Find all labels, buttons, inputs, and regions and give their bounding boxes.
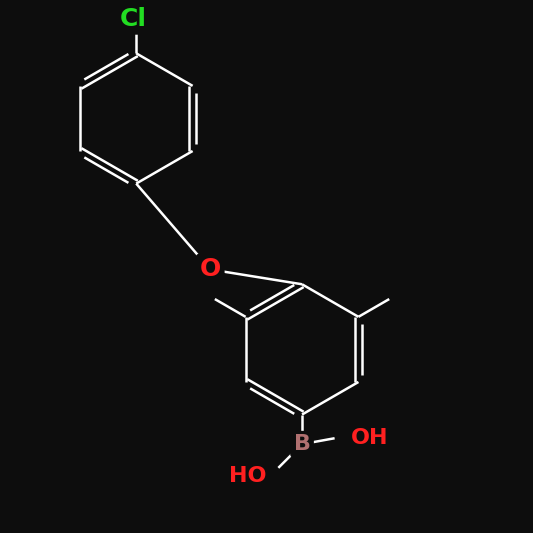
Text: B: B bbox=[294, 434, 311, 454]
Text: OH: OH bbox=[351, 428, 388, 448]
Text: Cl: Cl bbox=[120, 7, 147, 31]
Text: O: O bbox=[200, 257, 221, 281]
Text: HO: HO bbox=[229, 465, 266, 486]
